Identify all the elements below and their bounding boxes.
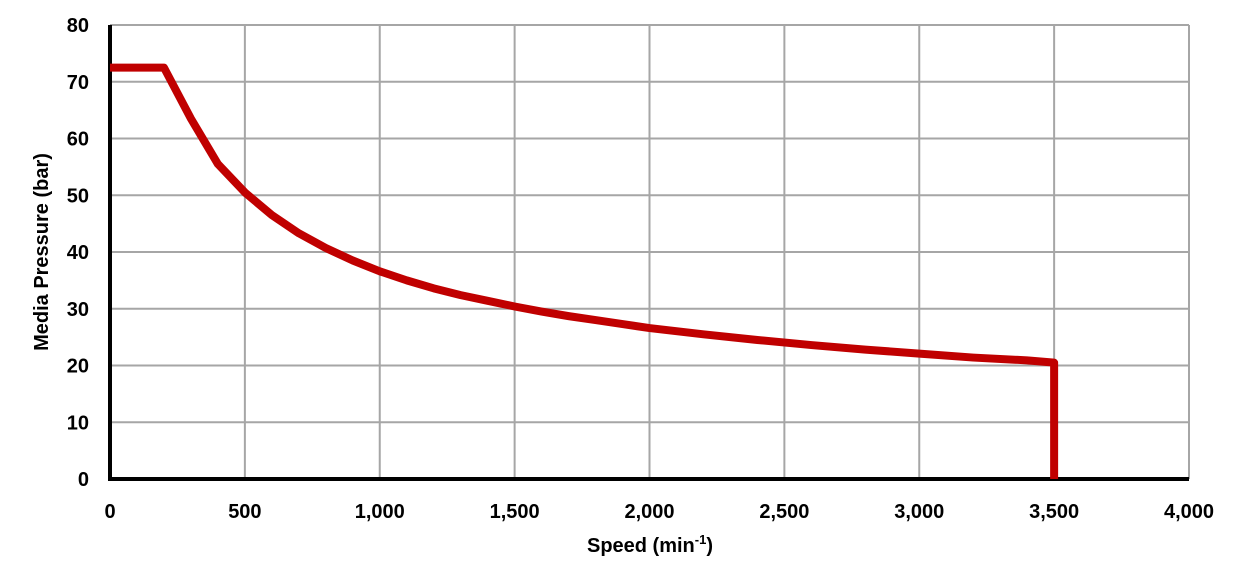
y-tick-label: 0 xyxy=(78,469,89,491)
x-tick-label: 1,000 xyxy=(355,501,405,523)
y-tick-label: 50 xyxy=(67,185,89,207)
y-tick-label: 30 xyxy=(67,299,89,321)
x-tick-label: 3,000 xyxy=(894,501,944,523)
pressure-curve xyxy=(110,63,1059,479)
x-tick-label: 500 xyxy=(228,501,261,523)
x-axis-label: Speed (min-1) xyxy=(587,532,713,557)
x-tick-label: 2,500 xyxy=(759,501,809,523)
x-tick-label: 2,000 xyxy=(624,501,674,523)
x-tick-label: 0 xyxy=(104,501,115,523)
y-tick-label: 40 xyxy=(67,242,89,264)
grid-lines xyxy=(110,24,1190,479)
axes xyxy=(108,25,1189,481)
x-tick-label: 4,000 xyxy=(1164,501,1214,523)
x-tick-label: 1,500 xyxy=(490,501,540,523)
y-tick-label: 70 xyxy=(67,72,89,94)
y-tick-label: 10 xyxy=(67,412,89,434)
y-tick-label: 20 xyxy=(67,356,89,378)
y-tick-label: 60 xyxy=(67,129,89,151)
y-tick-label: 80 xyxy=(67,15,89,37)
y-axis-label: Media Pressure (bar) xyxy=(31,153,53,351)
x-tick-label: 3,500 xyxy=(1029,501,1079,523)
x-axis-ticks: 0 500 1,000 1,500 2,000 2,500 3,000 3,500 4,000 xyxy=(104,501,1214,523)
y-axis-ticks: 0 10 20 30 40 50 60 70 80 xyxy=(67,15,89,491)
